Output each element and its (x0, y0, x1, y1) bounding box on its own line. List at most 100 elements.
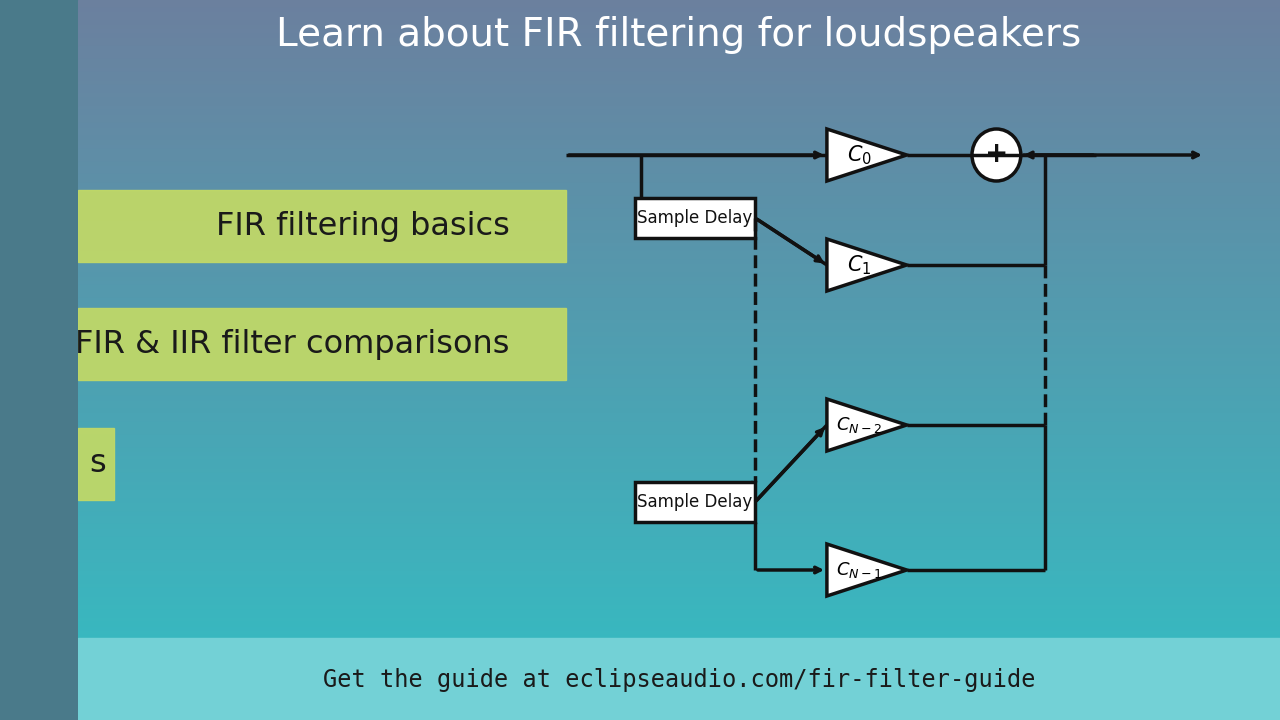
Bar (78, 302, 1280, 308)
Bar (78, 371, 1280, 377)
Bar (78, 153, 1280, 159)
Bar (78, 166, 1280, 171)
Bar (78, 559, 1280, 564)
Bar (78, 575, 1280, 581)
Bar (78, 12, 1280, 18)
Polygon shape (827, 399, 906, 451)
Bar (78, 503, 1280, 509)
Bar (78, 247, 1280, 253)
Bar (78, 597, 1280, 603)
Bar (78, 618, 1280, 624)
Text: $C_{N-2}$: $C_{N-2}$ (836, 415, 882, 435)
Text: FIR & IIR filter comparisons: FIR & IIR filter comparisons (76, 328, 509, 359)
Bar (78, 588, 1280, 594)
Bar (78, 76, 1280, 82)
Bar (78, 106, 1280, 112)
Bar (78, 477, 1280, 483)
Bar (78, 102, 1280, 108)
Bar (78, 635, 1280, 641)
Bar (78, 260, 1280, 266)
Bar (78, 324, 1280, 330)
Bar (78, 528, 1280, 534)
Bar (78, 243, 1280, 248)
Bar (78, 200, 1280, 206)
Bar (78, 179, 1280, 184)
Bar (78, 68, 1280, 73)
Bar (78, 400, 1280, 406)
Text: $C_1$: $C_1$ (847, 253, 872, 276)
Polygon shape (827, 544, 906, 596)
Bar (78, 456, 1280, 462)
Bar (78, 473, 1280, 479)
Bar (78, 281, 1280, 287)
Bar (78, 567, 1280, 572)
Bar (78, 311, 1280, 317)
Bar (78, 507, 1280, 513)
Text: $C_0$: $C_0$ (847, 143, 872, 167)
Text: s: s (90, 449, 106, 480)
Bar (78, 541, 1280, 547)
Bar (78, 196, 1280, 202)
Polygon shape (827, 239, 906, 291)
Bar (78, 439, 1280, 445)
Bar (78, 269, 1280, 274)
Bar (78, 550, 1280, 556)
Text: Learn about FIR filtering for loudspeakers: Learn about FIR filtering for loudspeake… (276, 16, 1082, 54)
Bar (78, 46, 1280, 53)
Bar (78, 136, 1280, 142)
Bar (78, 34, 1280, 40)
Bar (78, 132, 1280, 138)
Bar (78, 140, 1280, 146)
Bar (78, 158, 1280, 163)
Bar (78, 409, 1280, 415)
Bar (78, 110, 1280, 116)
Bar (78, 256, 1280, 261)
Bar (78, 345, 1280, 351)
Bar (78, 174, 1280, 180)
Bar (78, 366, 1280, 372)
Bar (78, 422, 1280, 428)
Text: Sample Delay: Sample Delay (637, 493, 753, 511)
Polygon shape (827, 129, 906, 181)
Bar (78, 30, 1280, 35)
Bar (78, 225, 1280, 231)
Bar (78, 638, 1280, 720)
Text: Get the guide at eclipseaudio.com/fir-filter-guide: Get the guide at eclipseaudio.com/fir-fi… (323, 668, 1036, 692)
Bar (78, 85, 1280, 91)
Bar (78, 234, 1280, 240)
Bar (78, 42, 1280, 48)
Bar (78, 213, 1280, 219)
Bar (78, 431, 1280, 436)
Bar (78, 123, 1280, 129)
Bar (78, 379, 1280, 385)
Bar (78, 17, 1280, 22)
Text: $C_{N-1}$: $C_{N-1}$ (836, 560, 882, 580)
Bar (78, 622, 1280, 628)
Bar (78, 183, 1280, 189)
Bar (78, 495, 1280, 500)
Bar (78, 490, 1280, 496)
Bar (78, 289, 1280, 295)
Bar (78, 375, 1280, 381)
Bar (78, 571, 1280, 577)
Bar (78, 362, 1280, 368)
Bar (78, 209, 1280, 215)
Bar (78, 396, 1280, 402)
Text: FIR filtering basics: FIR filtering basics (216, 210, 509, 241)
Bar (78, 221, 1280, 227)
Bar (78, 388, 1280, 394)
Bar (78, 584, 1280, 590)
Bar (78, 149, 1280, 155)
Circle shape (972, 129, 1021, 181)
Bar (78, 38, 1280, 44)
Bar (78, 384, 1280, 390)
Bar (78, 50, 1280, 56)
Bar (78, 264, 1280, 270)
Bar (78, 8, 1280, 14)
Bar (78, 460, 1280, 466)
Bar (78, 631, 1280, 636)
Bar (78, 273, 1280, 279)
Bar (78, 94, 1280, 99)
Bar (78, 63, 1280, 69)
Bar (78, 119, 1280, 125)
